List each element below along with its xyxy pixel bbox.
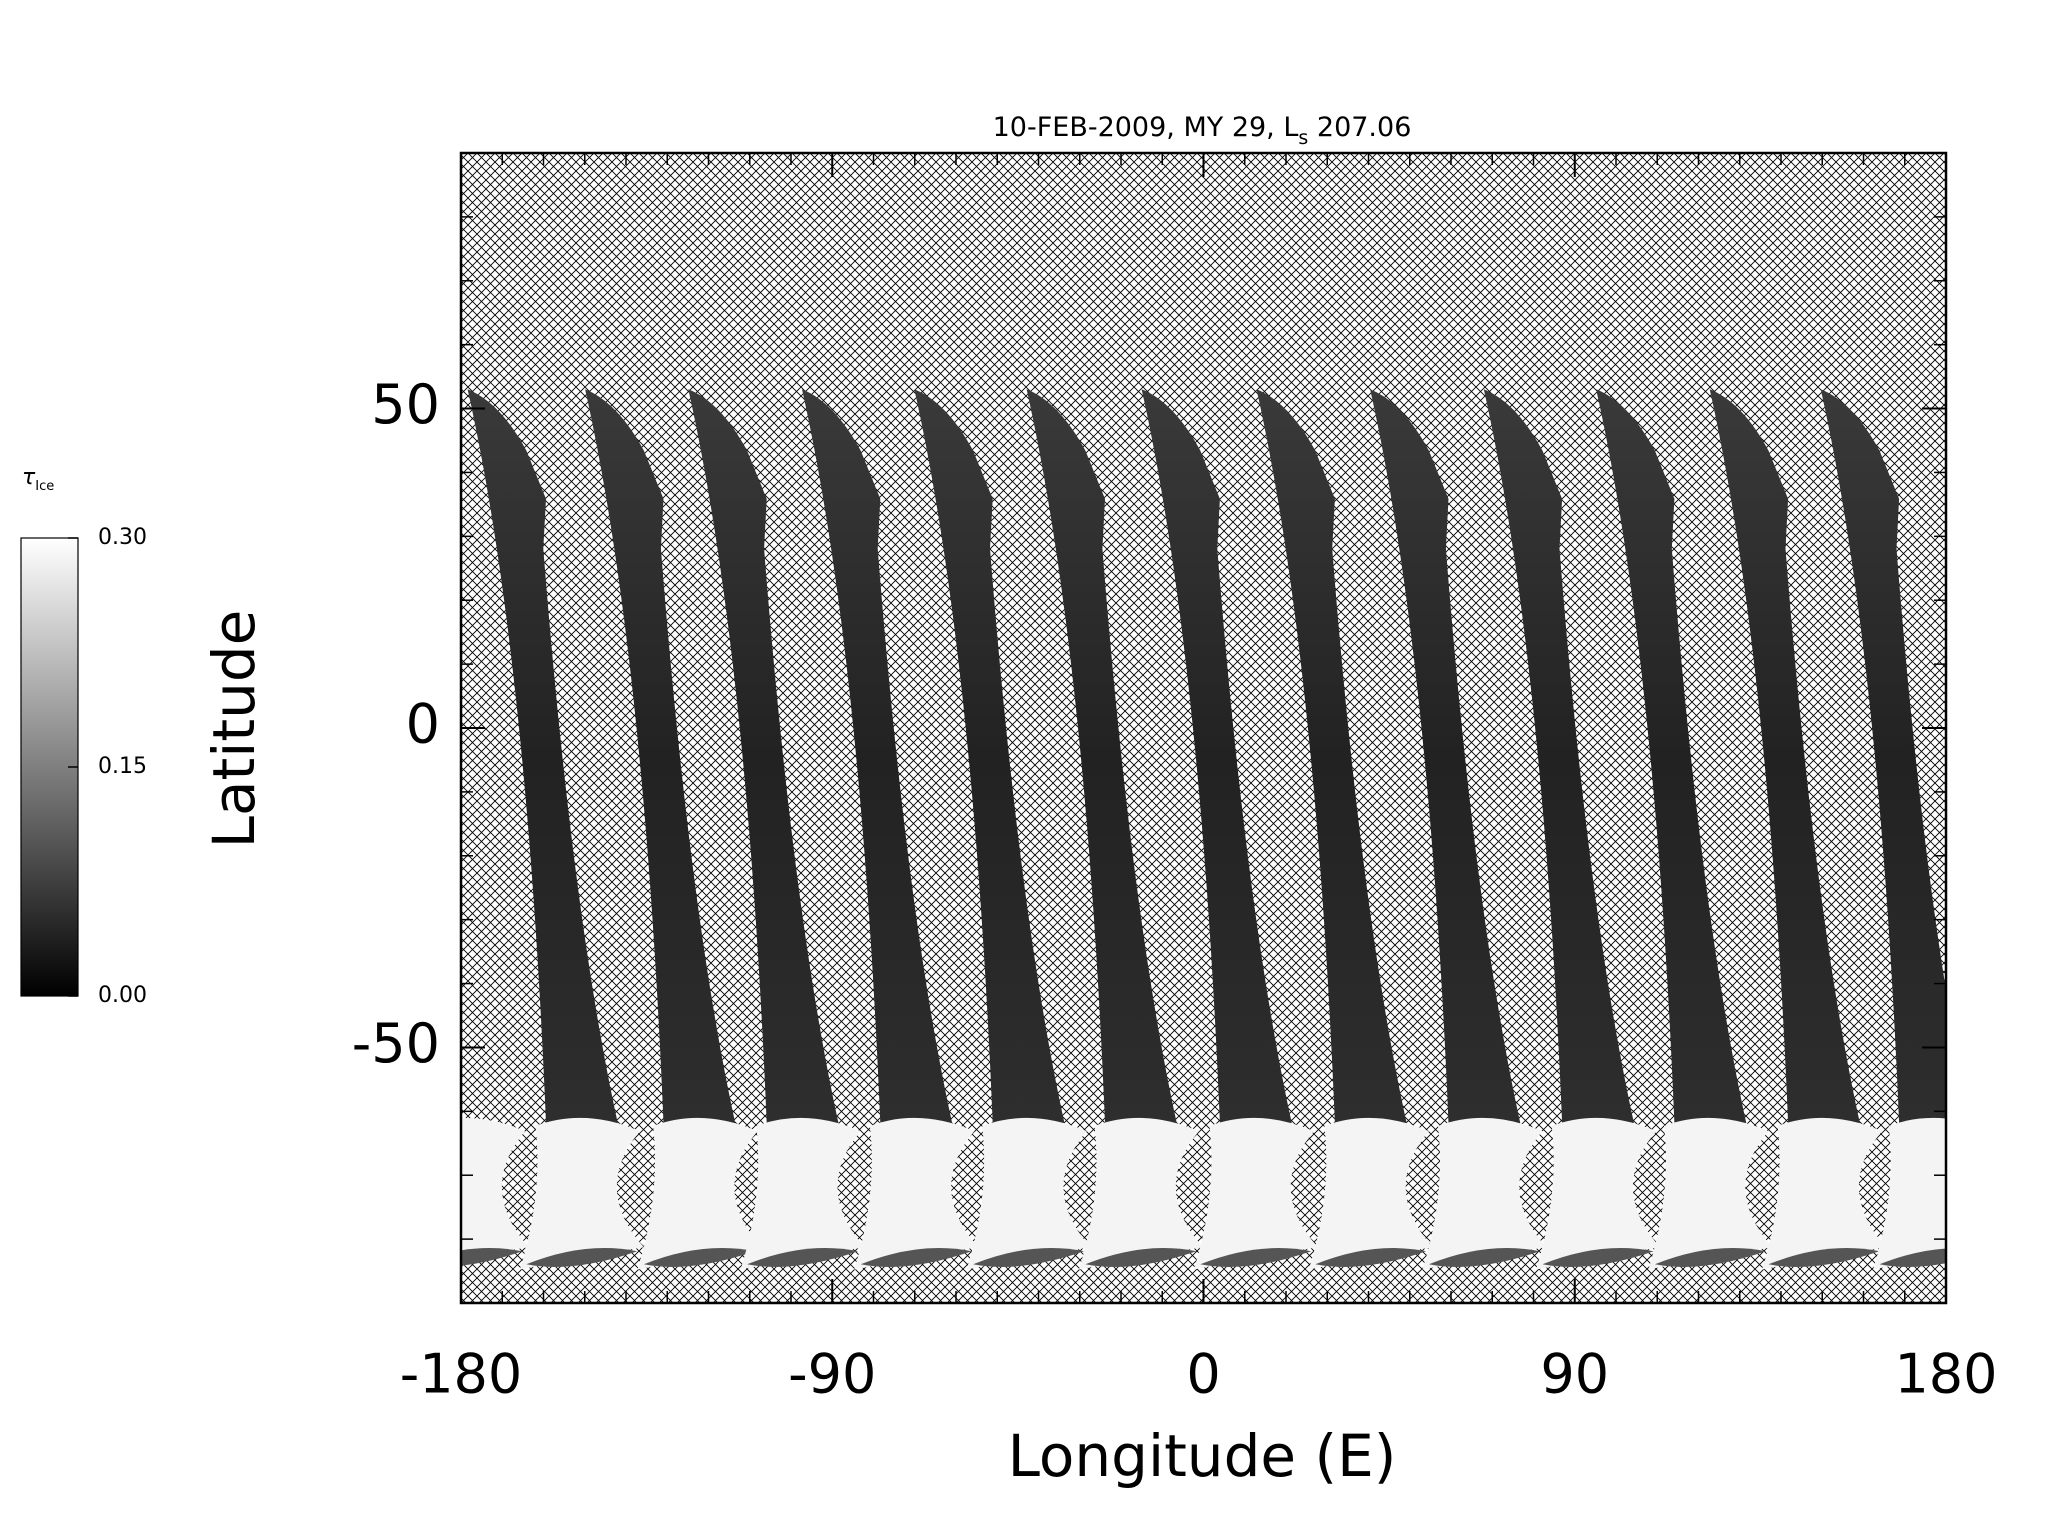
polar-cap (519, 1117, 644, 1270)
y-tick-label: 50 (371, 373, 440, 436)
cap-edge (973, 1248, 1085, 1267)
cap-edge (1085, 1248, 1197, 1267)
cap-edge (643, 1248, 755, 1267)
polar-cap (1308, 1117, 1433, 1270)
cap-edge (1654, 1248, 1766, 1267)
polar-cap (1762, 1117, 1886, 1270)
swaths (461, 389, 1946, 1270)
chart-title: 10-FEB-2009, MY 29, Ls 207.06 (993, 112, 1412, 149)
colorbar-tick-label: 0.30 (98, 525, 147, 550)
y-tick-label: -50 (352, 1012, 440, 1075)
cap-edge (1542, 1248, 1654, 1267)
swath (1596, 389, 1747, 1124)
swath (914, 389, 1065, 1124)
polar-cap (461, 1117, 529, 1259)
cap-edge (526, 1248, 638, 1267)
cap-edge (860, 1248, 972, 1267)
plot-area: -180 -90 0 90 180 -50 0 50 (352, 151, 1998, 1406)
swath (802, 389, 953, 1124)
polar-cap (1078, 1117, 1203, 1270)
cap-edge (1768, 1248, 1880, 1267)
cap-edge (1200, 1248, 1312, 1267)
swath (1483, 389, 1634, 1124)
polar-cap (1873, 1117, 1946, 1270)
x-tick-label: -180 (400, 1343, 523, 1406)
swath (1256, 389, 1407, 1124)
polar-cap (1648, 1117, 1773, 1270)
polar-cap (966, 1117, 1091, 1270)
colorbar-tick-label: 0.15 (98, 754, 147, 779)
swath (1026, 389, 1177, 1124)
cap-edge (1315, 1248, 1427, 1267)
swath (1141, 389, 1292, 1124)
x-tick-label: 0 (1186, 1343, 1220, 1406)
polar-cap (1422, 1117, 1547, 1270)
swath (1370, 389, 1521, 1124)
x-tick-label: -90 (788, 1343, 876, 1406)
swath (467, 389, 618, 1124)
colorbar-tick-label: 0.00 (98, 983, 147, 1008)
polar-cap (740, 1117, 865, 1270)
polar-cap (1193, 1117, 1318, 1270)
cap-edge (1879, 1248, 1946, 1267)
swath (688, 389, 839, 1124)
x-tick-label: 90 (1540, 1343, 1609, 1406)
cap-edge (747, 1248, 859, 1267)
swath (585, 389, 736, 1124)
swath (1820, 389, 1946, 1124)
swath (1709, 389, 1860, 1124)
polar-cap (1536, 1117, 1661, 1270)
y-tick-label: 0 (406, 693, 440, 756)
polar-cap (854, 1117, 979, 1270)
colorbar-label: τIce (22, 465, 54, 494)
polar-cap (637, 1117, 762, 1270)
x-tick-label: 180 (1894, 1343, 1997, 1406)
y-axis-label: Latitude (200, 610, 268, 849)
x-axis-label: Longitude (E) (1008, 1422, 1397, 1490)
cap-edge (461, 1248, 523, 1266)
cap-edge (1428, 1248, 1540, 1267)
